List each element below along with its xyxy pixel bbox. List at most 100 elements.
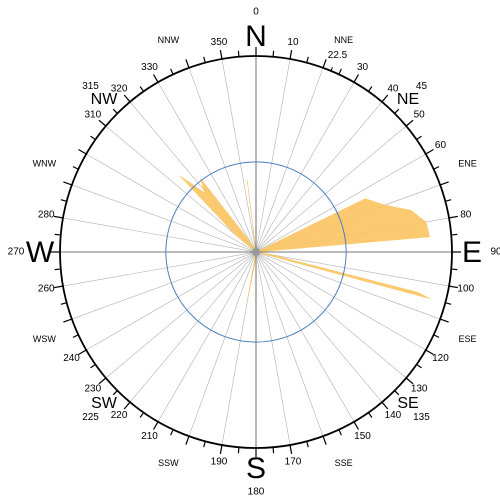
spoke [255,251,383,403]
degree-label: 180 [248,487,265,498]
tick-mark [405,377,410,381]
minor-tick [170,68,174,75]
spoke [255,251,426,351]
spoke [157,82,257,253]
degree-label: 270 [8,247,25,258]
minor-tick [63,318,73,323]
spoke [255,251,450,287]
spoke [188,67,257,253]
compass-label: NNW [158,35,180,45]
degree-label: 170 [285,456,302,467]
degree-label: 50 [414,110,426,121]
spoke [255,153,426,253]
spoke [255,251,355,422]
tick-mark [405,123,410,127]
tick-mark [102,123,107,127]
tick-mark [114,110,118,114]
minor-tick [63,181,73,186]
tick-mark [394,110,398,114]
tick-mark [58,216,64,219]
spoke [255,251,441,320]
spoke [255,125,407,253]
tick-mark [114,390,118,394]
spoke [221,58,257,253]
minor-tick [237,50,240,57]
minor-tick [60,199,67,202]
degree-label: 45 [416,81,428,92]
spoke [62,217,257,253]
tick-mark [448,216,454,219]
minor-tick [139,412,145,418]
minor-tick [439,181,449,186]
minor-tick [60,302,67,305]
degree-label: 90 [490,247,500,258]
spoke [255,82,355,253]
degree-label: 280 [38,210,55,221]
spoke [157,251,257,422]
spoke [105,125,257,253]
tick-mark [394,390,398,394]
spoke [62,251,257,287]
minor-tick [367,86,373,92]
minor-tick [338,429,342,436]
center [252,248,260,256]
minor-tick [203,56,206,63]
degree-label: 140 [385,410,402,421]
degree-label: 210 [141,431,158,442]
minor-tick [272,447,275,454]
minor-tick [203,441,206,448]
compass-label: SSE [335,458,353,468]
spoke [105,251,257,379]
spoke [255,67,324,253]
tick-mark [381,98,385,103]
degree-label: 22.5 [328,50,348,61]
degree-label: 10 [287,37,299,48]
spoke [129,251,257,403]
minor-tick [306,441,309,448]
degree-label: 240 [63,353,80,364]
tick-mark [448,285,454,288]
tick-mark [220,444,223,450]
minor-tick [433,166,440,170]
tick-mark [220,54,223,60]
degree-label: 350 [211,37,228,48]
compass-label: W [26,236,55,269]
tick-mark [425,151,430,155]
tick-mark [289,54,292,60]
ring [165,161,347,343]
minor-tick [72,334,79,338]
minor-tick [237,447,240,454]
minor-tick [72,166,79,170]
degree-label: 225 [82,412,99,423]
tick-mark [155,78,159,83]
degree-label: 190 [211,456,228,467]
compass-label: S [246,452,266,485]
degree-label: 135 [413,412,430,423]
compass-label: ESE [459,334,477,344]
degree-label: 230 [84,384,101,395]
wind-area [179,175,431,299]
compass-label: WSW [33,334,56,344]
degree-label: 320 [111,83,128,94]
minor-tick [439,318,449,323]
spoke [255,101,383,253]
degree-label: 330 [141,62,158,73]
minor-tick [54,268,61,271]
spoke [255,251,324,437]
minor-tick [90,363,96,369]
tick-mark [330,67,333,72]
tick-mark [127,401,131,406]
compass-label: ENE [458,159,477,169]
minor-tick [54,233,61,236]
degree-label: 310 [84,110,101,121]
minor-tick [170,429,174,436]
degree-label: 260 [38,284,55,295]
degree-label: 150 [354,431,371,442]
minor-tick [445,199,452,202]
spoke [255,58,291,253]
minor-tick [90,135,96,141]
minor-tick [338,68,342,75]
degree-label: 30 [357,62,369,73]
minor-tick [322,59,327,69]
